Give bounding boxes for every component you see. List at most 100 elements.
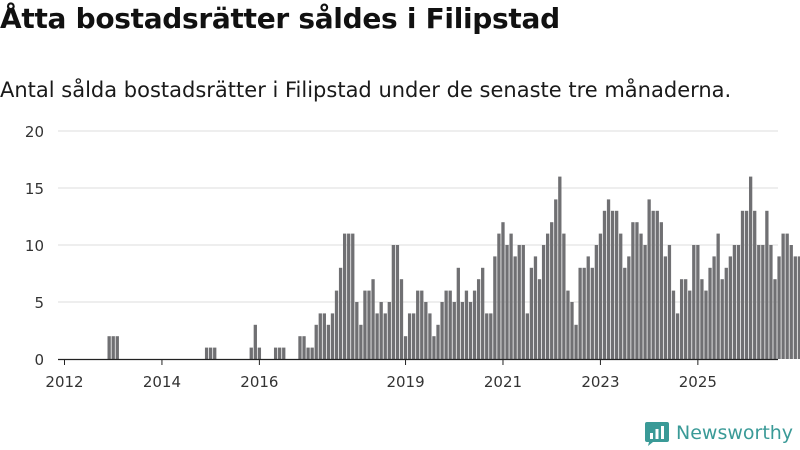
bar (375, 313, 379, 359)
bar (753, 210, 757, 359)
bar (566, 290, 570, 359)
bar (115, 336, 119, 359)
bar (342, 233, 347, 359)
bar (440, 302, 444, 359)
bar (395, 245, 400, 359)
bar (428, 313, 432, 359)
bar (582, 267, 586, 359)
bar (578, 267, 582, 359)
bar (639, 233, 643, 359)
bar (387, 302, 391, 359)
bar (493, 256, 497, 359)
bar (472, 290, 477, 359)
bar (688, 290, 692, 359)
bar (456, 267, 460, 359)
y-tick-label: 20 (25, 123, 44, 141)
y-tick-label: 15 (25, 180, 44, 198)
y-tick-label: 0 (34, 351, 44, 369)
bar (623, 267, 627, 359)
bar (318, 313, 322, 359)
x-tick-label: 2016 (240, 373, 278, 391)
y-tick-label: 5 (34, 294, 44, 312)
bar (314, 324, 318, 359)
bar (501, 222, 505, 359)
bar (704, 290, 708, 359)
bar (363, 290, 367, 359)
bar (464, 290, 469, 359)
bar (476, 279, 481, 359)
bar (273, 347, 278, 359)
x-tick-label: 2014 (143, 373, 181, 391)
bar (663, 256, 668, 359)
bar (606, 199, 611, 359)
bar (574, 324, 578, 359)
bar (204, 347, 209, 359)
bar (793, 256, 797, 359)
bar (460, 302, 465, 359)
bars (107, 176, 800, 359)
bar (748, 176, 753, 359)
bar (529, 267, 534, 359)
bar (570, 302, 574, 359)
bar (655, 210, 659, 359)
bar (647, 199, 651, 359)
bar (334, 290, 339, 359)
bar (554, 199, 558, 359)
bar (424, 302, 428, 359)
bar (371, 279, 375, 359)
bar (598, 233, 603, 359)
bar (107, 336, 111, 359)
bar (432, 336, 436, 359)
bar (781, 233, 785, 359)
bar (789, 245, 793, 359)
bar (533, 256, 538, 359)
bar (724, 267, 728, 359)
bar (651, 210, 655, 359)
bar (330, 313, 335, 359)
bar (643, 245, 647, 359)
bar (667, 245, 672, 359)
bar (326, 324, 331, 359)
bar (797, 256, 800, 359)
bar (728, 256, 732, 359)
bar (310, 347, 314, 359)
axes: 0510152082012201420162019202120232025 (25, 123, 778, 391)
bar (684, 279, 688, 359)
bar (712, 256, 716, 359)
bar (769, 245, 773, 359)
bar (631, 222, 635, 359)
brand-name: Newsworthy (676, 422, 794, 444)
bar (282, 347, 286, 359)
bar (359, 324, 363, 359)
bar (468, 302, 473, 359)
bar (671, 290, 676, 359)
bar (497, 233, 501, 359)
brand-logo: Newsworthy (644, 419, 793, 447)
bar (209, 347, 213, 359)
bar (700, 279, 704, 359)
bar (757, 245, 761, 359)
bar (505, 245, 509, 359)
bar (541, 245, 546, 359)
bar (627, 256, 631, 359)
bar (720, 279, 724, 359)
bar (696, 245, 700, 359)
x-tick-label: 2025 (679, 373, 717, 391)
bar (537, 279, 542, 359)
bar (586, 256, 590, 359)
bar (509, 233, 513, 359)
bar (517, 245, 521, 359)
bar (558, 176, 562, 359)
newsworthy-logo-icon (645, 422, 669, 446)
bar (545, 233, 550, 359)
bar (485, 313, 489, 359)
bar (367, 290, 371, 359)
bar (322, 313, 326, 359)
bar (391, 245, 396, 359)
bar (444, 290, 448, 359)
bar (298, 336, 302, 359)
bar (785, 233, 789, 359)
x-tick-label: 2019 (386, 373, 424, 391)
y-tick-label: 10 (25, 237, 44, 255)
bar (399, 279, 404, 359)
